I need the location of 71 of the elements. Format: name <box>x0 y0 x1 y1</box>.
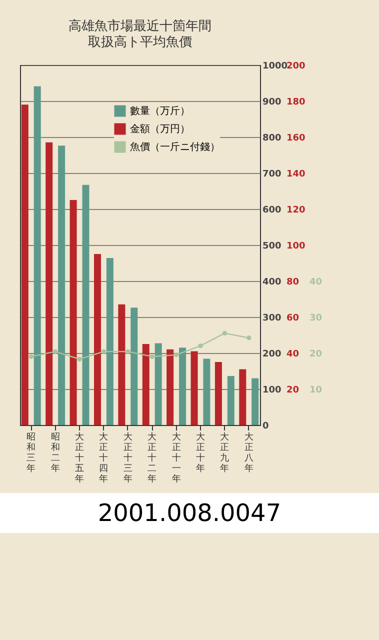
y-tick-label: 500 <box>262 242 282 252</box>
bar <box>118 304 126 425</box>
y-tick-label: 100 <box>262 386 282 396</box>
bar <box>58 146 66 425</box>
y2-tick-label: 200 <box>286 62 306 72</box>
point <box>77 356 82 362</box>
bar <box>46 142 53 425</box>
bar <box>82 184 90 425</box>
y3-tick-label: 40 <box>310 278 322 288</box>
point <box>28 354 34 359</box>
point <box>246 336 252 340</box>
bar <box>227 376 234 425</box>
y2-tick-label: 120 <box>286 206 306 216</box>
y-tick-label: 400 <box>262 278 282 288</box>
y2-tick-label: 140 <box>286 170 306 180</box>
x-tick-label: 大正十一年 <box>172 432 181 484</box>
y2-tick-label: 20 <box>286 386 300 396</box>
y2-tick-label: 180 <box>286 98 306 108</box>
legend-label: 金額（万円） <box>130 123 190 135</box>
x-tick-label: 昭和三年 <box>26 432 36 474</box>
text: 2001.008.0047 <box>0 493 379 533</box>
x-tick-label: 大正十二年 <box>148 432 157 484</box>
point <box>52 349 58 354</box>
bar <box>190 351 198 425</box>
y-tick-label: 600 <box>262 206 282 216</box>
y3-tick-label: 30 <box>310 314 322 324</box>
x-tick-label: 大正十年 <box>196 432 205 474</box>
bar <box>239 369 246 425</box>
bar <box>70 200 77 425</box>
bar <box>21 104 28 425</box>
y-tick-label: 800 <box>262 134 282 144</box>
bar <box>34 86 41 425</box>
legend-label: 數量（万斤） <box>130 105 190 117</box>
point <box>174 352 179 358</box>
bar <box>154 343 162 425</box>
y-tick-label: 900 <box>262 98 282 108</box>
point <box>150 354 154 359</box>
point <box>126 349 130 354</box>
legend-label: 魚價（一斤ニ付錢） <box>130 141 220 153</box>
x-tick-label: 大正十四年 <box>99 432 108 484</box>
point <box>198 343 203 348</box>
bar <box>203 358 210 425</box>
x-tick-label: 大正十五年 <box>75 432 84 484</box>
x-tick-label: 大正九年 <box>220 432 230 474</box>
x-tick-label: 大正十三年 <box>123 432 132 484</box>
y-tick-label: 700 <box>262 170 282 180</box>
y-tick-label: 0 <box>262 422 269 432</box>
y-tick-label: 200 <box>262 350 282 360</box>
bar <box>106 258 114 425</box>
point <box>222 330 228 336</box>
y2-tick-label: 60 <box>286 314 300 324</box>
point <box>101 349 106 354</box>
chart-subtitle: 取扱高ト平均魚價 <box>88 34 192 50</box>
bar <box>166 349 174 425</box>
bar <box>179 348 186 425</box>
y-tick-label: 300 <box>262 314 282 324</box>
y3-tick-label: 20 <box>310 350 322 360</box>
chart-title: 高雄魚市場最近十箇年間 <box>68 18 212 34</box>
y2-tick-label: 40 <box>286 350 300 360</box>
bar <box>252 378 259 425</box>
bar <box>94 254 101 425</box>
y2-tick-label: 100 <box>286 242 306 252</box>
bar <box>142 344 150 425</box>
x-tick-label: 大正八年 <box>244 432 254 474</box>
y2-tick-label: 160 <box>286 134 306 144</box>
y2-tick-label: 80 <box>286 278 300 288</box>
y-tick-label: 1000 <box>262 62 288 72</box>
y3-tick-label: 10 <box>310 386 322 396</box>
bar <box>214 362 222 425</box>
bar <box>130 308 138 425</box>
x-tick-label: 昭和二年 <box>50 432 60 474</box>
